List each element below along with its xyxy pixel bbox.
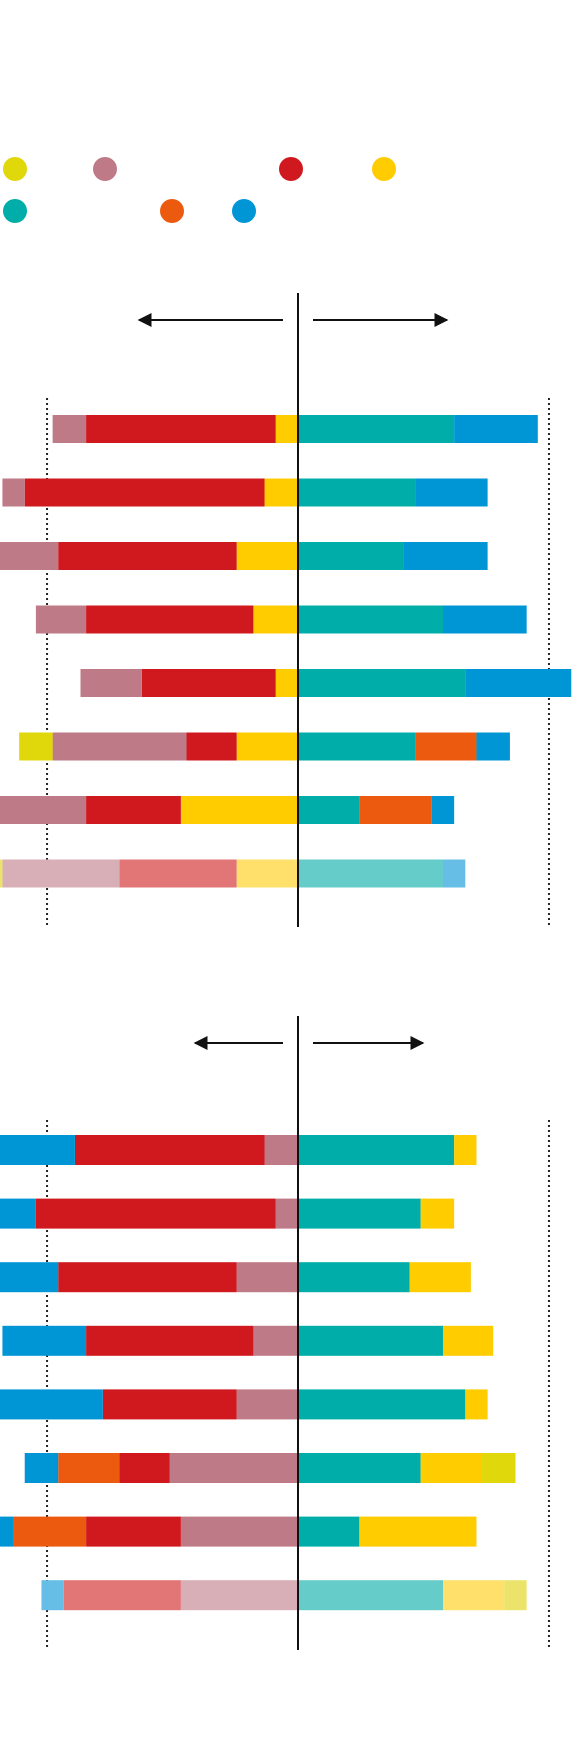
bar-row-2-right-yellow [420, 1198, 455, 1229]
bar-row-7-left-yellow [180, 796, 298, 824]
bar-row-8-left-light-yellow [236, 859, 298, 888]
bar-row-3-left-red [58, 542, 237, 570]
bar-row-4-left-red [86, 1325, 254, 1356]
bar-row-4-right-blue [443, 605, 527, 634]
bar-row-3-right-blue [403, 542, 488, 570]
bar-row-8-left-light-red [119, 859, 237, 888]
bar-row-2-right-blue [415, 478, 488, 507]
bar-row-5-right-yellow [465, 1389, 488, 1420]
bar-row-2-left-mauve [2, 478, 25, 507]
bar-row-8-right-light-yellow [443, 1580, 505, 1611]
bar-row-1-left-red [74, 1135, 265, 1165]
bar-row-7-left-mauve [180, 1516, 298, 1547]
bar-row-6-left-blue [24, 1453, 59, 1483]
bar-row-1-left-mauve [52, 415, 87, 443]
bar-row-6-left-mauve [169, 1453, 298, 1483]
bar-row-1-left-blue [0, 1135, 75, 1165]
bar-row-2-left-red [35, 1198, 276, 1229]
bar-row-1-right-teal [298, 1135, 455, 1165]
bar-row-5-left-yellow [275, 669, 298, 697]
bar-row-3-left-mauve [0, 542, 59, 570]
bar-row-8-right-light-teal [298, 1580, 443, 1611]
bar-row-6-left-red [186, 732, 237, 761]
bar-row-8-right-light-teal [298, 859, 443, 888]
bar-row-6-left-orange [58, 1453, 120, 1483]
bar-row-3-right-yellow [409, 1262, 471, 1293]
bar-row-1-left-red [86, 415, 276, 443]
legend [3, 157, 396, 223]
bar-row-2-left-blue [0, 1198, 36, 1229]
bar-row-3-left-blue [0, 1262, 59, 1293]
bar-row-2-left-mauve [275, 1198, 298, 1229]
bar-row-6-right-orange [415, 732, 477, 761]
legend-swatch-teal [3, 199, 27, 223]
bar-row-1-left-mauve [264, 1135, 298, 1165]
bar-row-2-right-teal [298, 1198, 421, 1229]
bar-row-3-right-teal [298, 542, 404, 570]
bar-row-6-left-yellow-green [19, 732, 53, 761]
bar-row-2-left-red [24, 478, 265, 507]
bar-row-4-left-red [86, 605, 254, 634]
bar-row-6-right-teal [298, 1453, 421, 1483]
legend-swatch-blue [232, 199, 256, 223]
bar-row-4-left-mauve [35, 605, 87, 634]
bar-row-8-left-light-blue [41, 1580, 64, 1611]
bar-row-7-right-teal [298, 796, 360, 824]
bar-row-5-left-red [141, 669, 276, 697]
bar-row-7-left-blue [0, 1516, 14, 1547]
bar-row-1-right-yellow [454, 1135, 477, 1165]
bar-row-6-left-mauve [52, 732, 187, 761]
bar-row-7-left-red [86, 1516, 181, 1547]
lower-chart [0, 1016, 550, 1650]
bar-row-7-right-blue [431, 796, 455, 824]
bar-row-8-left-light-mauve [2, 859, 120, 888]
bar-row-8-left-light-red [63, 1580, 181, 1611]
bar-row-7-left-orange [13, 1516, 87, 1547]
bar-row-2-right-teal [298, 478, 416, 507]
legend-swatch-mauve [93, 157, 117, 181]
bar-row-6-left-yellow [236, 732, 298, 761]
bar-row-8-left-light-yellow-green [0, 859, 3, 888]
bar-row-3-left-mauve [236, 1262, 298, 1293]
bar-row-6-right-teal [298, 732, 416, 761]
bar-row-4-left-yellow [253, 605, 298, 634]
bar-row-7-right-orange [359, 796, 432, 824]
legend-swatch-yellow [372, 157, 396, 181]
bar-row-4-left-blue [2, 1325, 87, 1356]
bar-row-5-right-teal [298, 669, 466, 697]
bar-row-5-left-mauve [236, 1389, 298, 1420]
bar-row-5-left-blue [0, 1389, 103, 1420]
bar-row-1-left-yellow [275, 415, 298, 443]
bar-row-4-left-mauve [253, 1325, 298, 1356]
bar-row-7-right-yellow [359, 1516, 477, 1547]
bar-row-7-left-mauve [0, 796, 87, 824]
bar-row-7-right-teal [298, 1516, 360, 1547]
bar-row-6-right-yellow [420, 1453, 483, 1483]
bar-row-6-right-blue [476, 732, 510, 761]
bar-row-8-right-light-blue [443, 859, 466, 888]
bar-row-8-right-light-yellow-green [504, 1580, 527, 1611]
bar-row-1-right-blue [454, 415, 538, 443]
legend-swatch-yellow-green [3, 157, 27, 181]
bar-row-2-left-yellow [264, 478, 298, 507]
bar-row-4-right-yellow [443, 1325, 494, 1356]
bar-row-8-left-light-mauve [180, 1580, 298, 1611]
bar-row-5-right-blue [465, 669, 572, 697]
bar-row-4-right-teal [298, 1325, 443, 1356]
bar-row-7-left-red [86, 796, 181, 824]
bar-row-3-left-red [58, 1262, 237, 1293]
legend-swatch-orange [160, 199, 184, 223]
bar-row-3-right-teal [298, 1262, 410, 1293]
bar-row-6-left-red [119, 1453, 170, 1483]
bar-row-3-left-yellow [236, 542, 298, 570]
bar-row-1-right-teal [298, 415, 455, 443]
bar-row-5-left-red [102, 1389, 237, 1420]
bar-row-5-right-teal [298, 1389, 466, 1420]
upper-chart [0, 293, 572, 927]
bar-row-4-right-teal [298, 605, 443, 634]
bar-row-6-right-yellow-green [482, 1453, 516, 1483]
bar-row-5-left-mauve [80, 669, 142, 697]
legend-swatch-red [279, 157, 303, 181]
